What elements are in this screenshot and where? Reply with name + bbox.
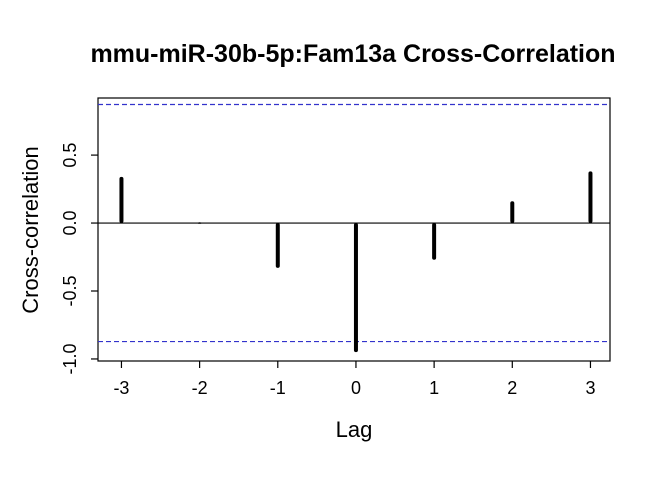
plot-frame [97,97,611,362]
x-axis-label: Lag [336,417,373,442]
y-tick-label: -0.5 [60,275,80,306]
x-tick-label: 1 [429,378,439,398]
x-tick-label: -2 [192,378,208,398]
x-tick-label: 0 [351,378,361,398]
x-tick-label: 2 [507,378,517,398]
bar [588,171,593,224]
y-axis-label: Cross-correlation [18,146,43,314]
y-tick-label: 0.5 [60,143,80,168]
x-tick-label: -3 [113,378,129,398]
bar [510,201,515,224]
x-tick-label: 3 [585,378,595,398]
y-tick-label: 0.0 [60,211,80,236]
bar [197,222,202,224]
bar [432,223,437,260]
bar [353,223,358,353]
plot-area: -3 -2 -1 0 1 2 3 -1.0 -0.5 0.0 0.5 [60,97,611,398]
chart-title: mmu-miR-30b-5p:Fam13a Cross-Correlation [90,40,615,68]
x-tick-label: -1 [270,378,286,398]
bar [275,223,280,268]
bar [119,176,124,224]
y-tick-label: -1.0 [60,343,80,374]
